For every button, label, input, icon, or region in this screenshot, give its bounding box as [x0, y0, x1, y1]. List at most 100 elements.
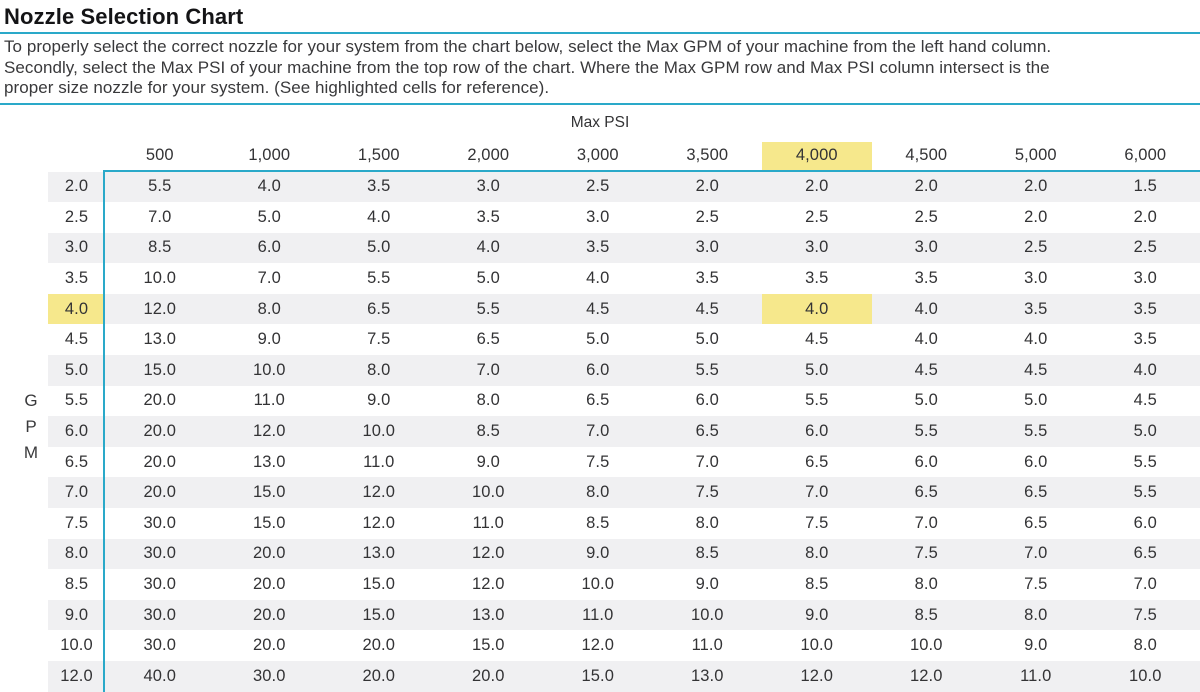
nozzle-cell-3.5gpm-3000psi: 4.0: [586, 269, 610, 288]
nozzle-cell-4.5gpm-2000psi: 6.5: [476, 330, 500, 349]
table-row-gpm-10.0: 10.0 30.0 20.0 20.0 15.0 12.0 11.0 10.0 10.0 9.0 8…: [48, 630, 1200, 661]
nozzle-cell-3.0gpm-6000psi: 2.5: [1133, 238, 1157, 257]
nozzle-cell-3.0gpm-1000psi: 6.0: [257, 238, 281, 257]
nozzle-cell-2.0gpm-4000psi: 2.0: [805, 177, 829, 196]
nozzle-cell-5.5gpm-1500psi: 9.0: [367, 391, 391, 410]
nozzle-cell-9.0gpm-2000psi: 13.0: [471, 605, 505, 624]
gpm-row-header-10.0: 10.0: [60, 636, 93, 655]
gpm-row-header-2.0: 2.0: [64, 177, 89, 196]
nozzle-cell-7.0gpm-4500psi: 6.5: [914, 483, 938, 502]
gpm-row-header-5.5: 5.5: [64, 391, 89, 410]
nozzle-cell-7.0gpm-4000psi: 7.0: [805, 483, 829, 502]
nozzle-cell-3.0gpm-1500psi: 5.0: [367, 238, 391, 257]
psi-header-500: 500: [145, 146, 174, 164]
nozzle-cell-9.0gpm-4000psi: 9.0: [805, 605, 829, 624]
nozzle-cell-5.0gpm-6000psi: 4.0: [1133, 360, 1157, 379]
nozzle-cell-2.0gpm-3500psi: 2.0: [695, 177, 719, 196]
nozzle-cell-9.0gpm-1000psi: 20.0: [252, 605, 286, 624]
table-row-gpm-2.0: 2.0 5.5 4.0 3.5 3.0 2.5 2.0 2.0 2.0 2.0 1.5: [48, 171, 1200, 203]
gpm-row-header-4.0: 4.0: [48, 293, 105, 325]
nozzle-cell-5.0gpm-500psi: 15.0: [143, 360, 176, 379]
psi-header-1500: 1,500: [357, 146, 400, 164]
gpm-row-header-12.0: 12.0: [60, 666, 93, 685]
table-body: 2.0 5.5 4.0 3.5 3.0 2.5 2.0 2.0 2.0 2.0 1.5 2.5 7.0 5…: [48, 171, 1200, 692]
title-divider: [0, 32, 1200, 34]
nozzle-cell-10.0gpm-1500psi: 20.0: [362, 636, 395, 655]
gpm-axis-letter: G: [24, 390, 38, 410]
instructions-line: To properly select the correct nozzle fo…: [4, 37, 1052, 56]
nozzle-cell-6.0gpm-4500psi: 5.5: [914, 422, 938, 441]
nozzle-cell-8.5gpm-4500psi: 8.0: [914, 575, 938, 594]
table-row-gpm-2.5: 2.5 7.0 5.0 4.0 3.5 3.0 2.5 2.5 2.5 2.0 2.0: [48, 202, 1200, 233]
nozzle-cell-3.5gpm-500psi: 10.0: [143, 269, 176, 288]
gpm-row-header-3.5: 3.5: [64, 269, 89, 288]
nozzle-cell-7.0gpm-3000psi: 8.0: [586, 483, 610, 502]
nozzle-cell-12.0gpm-2000psi: 20.0: [471, 666, 505, 685]
nozzle-cell-7.5gpm-1000psi: 15.0: [252, 513, 286, 532]
nozzle-cell-7.5gpm-5000psi: 6.5: [1024, 513, 1048, 532]
nozzle-cell-2.5gpm-3000psi: 3.0: [586, 207, 610, 226]
nozzle-cell-6.5gpm-3000psi: 7.5: [586, 452, 610, 471]
nozzle-cell-2.0gpm-3000psi: 2.5: [586, 177, 610, 196]
nozzle-cell-6.5gpm-1000psi: 13.0: [252, 452, 286, 471]
nozzle-cell-8.5gpm-1000psi: 20.0: [252, 575, 286, 594]
psi-header-4500: 4,500: [905, 146, 948, 164]
nozzle-cell-4.0gpm-500psi: 12.0: [143, 299, 176, 318]
nozzle-cell-3.5gpm-6000psi: 3.0: [1133, 269, 1157, 288]
nozzle-cell-5.5gpm-2000psi: 8.0: [476, 391, 500, 410]
table-row-gpm-3.0: 3.0 8.5 6.0 5.0 4.0 3.5 3.0 3.0 3.0 2.5 2.5: [48, 232, 1200, 264]
nozzle-cell-4.0gpm-5000psi: 3.5: [1024, 299, 1048, 318]
gpm-row-header-9.0: 9.0: [64, 605, 89, 624]
nozzle-cell-8.0gpm-1000psi: 20.0: [252, 544, 286, 563]
nozzle-cell-2.5gpm-6000psi: 2.0: [1133, 207, 1157, 226]
nozzle-cell-10.0gpm-4000psi: 10.0: [800, 636, 833, 655]
nozzle-cell-3.0gpm-4500psi: 3.0: [914, 238, 938, 257]
nozzle-cell-12.0gpm-500psi: 40.0: [143, 666, 176, 685]
nozzle-cell-2.5gpm-2000psi: 3.5: [476, 207, 500, 226]
nozzle-selection-table: G P M 500 1,000 1,500 2,000 3,000 3,500 4,000 4…: [24, 141, 1200, 692]
nozzle-cell-8.0gpm-4000psi: 8.0: [805, 544, 829, 563]
nozzle-cell-4.5gpm-4000psi: 4.5: [805, 330, 829, 349]
gpm-row-header-3.0: 3.0: [64, 238, 89, 257]
nozzle-cell-2.0gpm-1000psi: 4.0: [257, 177, 281, 196]
nozzle-cell-5.0gpm-3500psi: 5.5: [695, 360, 719, 379]
nozzle-cell-2.5gpm-1000psi: 5.0: [257, 207, 281, 226]
nozzle-cell-7.0gpm-6000psi: 5.5: [1133, 483, 1157, 502]
nozzle-cell-8.5gpm-1500psi: 15.0: [362, 575, 395, 594]
nozzle-cell-6.5gpm-5000psi: 6.0: [1024, 452, 1048, 471]
gpm-axis-letter: M: [23, 442, 39, 462]
instructions-line: Secondly, select the Max PSI of your mac…: [4, 57, 1050, 77]
nozzle-cell-2.0gpm-2000psi: 3.0: [476, 177, 500, 196]
nozzle-cell-5.5gpm-3000psi: 6.5: [586, 391, 610, 410]
nozzle-cell-2.5gpm-4500psi: 2.5: [914, 207, 938, 226]
nozzle-cell-3.5gpm-3500psi: 3.5: [695, 269, 719, 288]
nozzle-cell-8.5gpm-3500psi: 9.0: [695, 575, 719, 594]
nozzle-cell-8.5gpm-500psi: 30.0: [143, 575, 176, 594]
nozzle-cell-3.0gpm-2000psi: 4.0: [476, 238, 500, 257]
nozzle-cell-6.5gpm-2000psi: 9.0: [476, 452, 500, 471]
nozzle-cell-5.0gpm-1000psi: 10.0: [252, 360, 286, 379]
table-row-gpm-5.5: 5.5 20.0 11.0 9.0 8.0 6.5 6.0 5.5 5.0 5.0 4.5: [48, 386, 1200, 417]
nozzle-cell-9.0gpm-3500psi: 10.0: [690, 605, 724, 624]
nozzle-cell-4.0gpm-4500psi: 4.0: [914, 299, 938, 318]
nozzle-cell-3.0gpm-3500psi: 3.0: [695, 238, 719, 257]
nozzle-cell-7.5gpm-1500psi: 12.0: [362, 513, 395, 532]
nozzle-cell-4.5gpm-1500psi: 7.5: [367, 330, 391, 349]
nozzle-cell-8.0gpm-500psi: 30.0: [143, 544, 176, 563]
nozzle-cell-9.0gpm-4500psi: 8.5: [914, 605, 938, 624]
nozzle-cell-6.0gpm-3000psi: 7.0: [586, 422, 610, 441]
nozzle-cell-7.0gpm-5000psi: 6.5: [1024, 483, 1048, 502]
psi-header-4000: 4,000: [762, 141, 872, 170]
nozzle-cell-3.5gpm-1500psi: 5.5: [367, 269, 391, 288]
nozzle-cell-6.5gpm-4500psi: 6.0: [914, 452, 938, 471]
nozzle-cell-6.0gpm-6000psi: 5.0: [1133, 422, 1157, 441]
nozzle-cell-10.0gpm-3500psi: 11.0: [691, 636, 723, 655]
nozzle-cell-5.5gpm-1000psi: 11.0: [253, 391, 285, 410]
nozzle-cell-6.0gpm-5000psi: 5.5: [1024, 422, 1048, 441]
nozzle-cell-5.0gpm-4000psi: 5.0: [805, 360, 829, 379]
nozzle-cell-7.5gpm-6000psi: 6.0: [1133, 513, 1157, 532]
gpm-row-header-4.5: 4.5: [64, 330, 89, 349]
nozzle-cell-4.5gpm-1000psi: 9.0: [257, 330, 281, 349]
nozzle-cell-4.5gpm-3500psi: 5.0: [695, 330, 719, 349]
nozzle-cell-3.5gpm-2000psi: 5.0: [476, 269, 500, 288]
